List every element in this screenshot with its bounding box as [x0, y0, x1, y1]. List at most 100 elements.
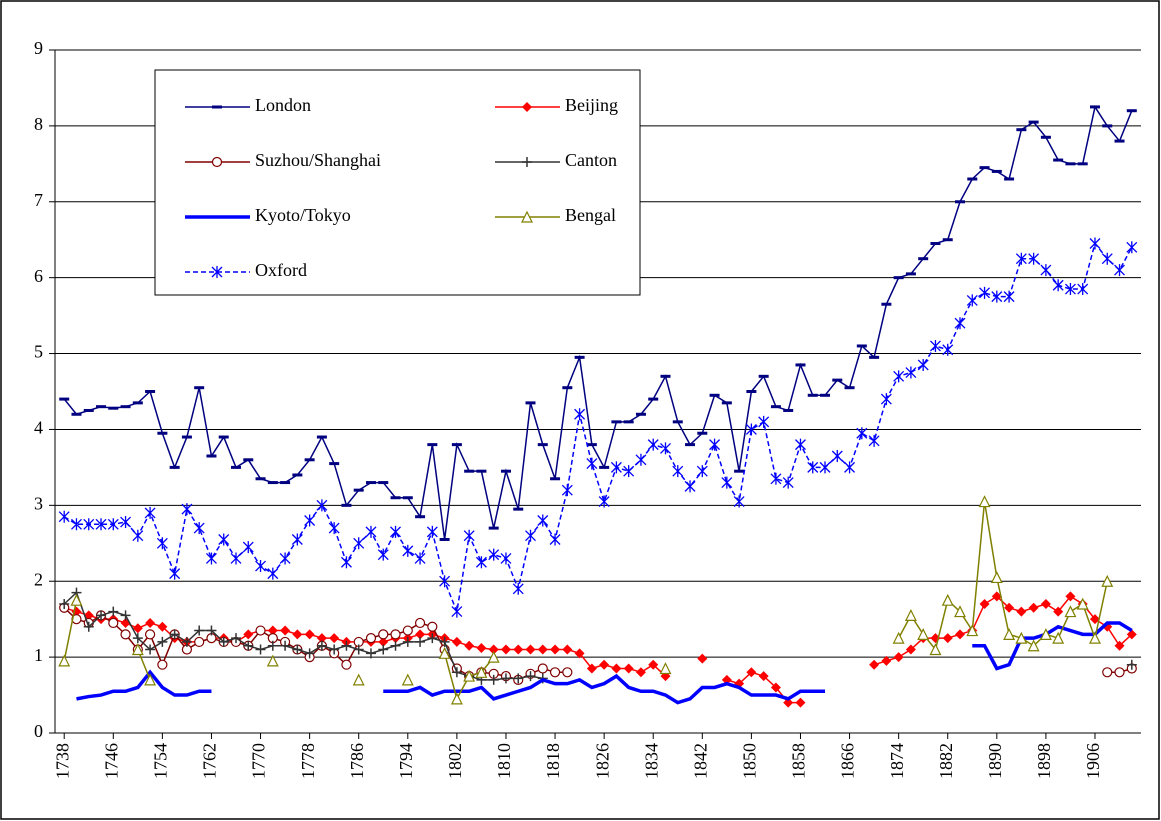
marker-shape [1052, 279, 1064, 292]
marker-shape [550, 644, 561, 655]
marker-shape [1114, 667, 1125, 678]
legend-label: Oxford [255, 260, 307, 280]
marker-shape [243, 640, 254, 651]
marker [304, 648, 315, 659]
marker-shape [1101, 252, 1113, 265]
x-tick-label: 1746 [101, 743, 121, 779]
marker [623, 663, 634, 674]
marker-shape [807, 461, 819, 474]
marker-shape [132, 633, 143, 644]
marker [1016, 606, 1027, 617]
marker [1101, 252, 1113, 265]
marker-shape [512, 582, 524, 595]
marker-shape [562, 667, 573, 678]
marker-shape [463, 669, 476, 682]
marker [120, 617, 131, 628]
marker-shape [893, 370, 905, 383]
marker [1028, 252, 1040, 265]
marker-shape [978, 495, 991, 508]
marker-shape [402, 636, 413, 647]
marker-shape [954, 605, 966, 618]
marker [1126, 659, 1137, 670]
legend-label: Beijing [565, 95, 618, 115]
marker-shape [476, 643, 487, 654]
y-tick-label: 7 [34, 190, 43, 210]
marker-shape [83, 518, 95, 531]
marker [758, 415, 770, 428]
marker-shape [1076, 597, 1089, 610]
marker [267, 625, 278, 636]
marker [169, 629, 180, 640]
marker [402, 636, 413, 647]
marker [525, 671, 536, 682]
marker [1027, 639, 1040, 652]
marker [157, 636, 168, 647]
x-tick-label: 1874 [887, 743, 907, 779]
marker-shape [1089, 631, 1101, 644]
marker [892, 631, 905, 644]
marker [83, 621, 94, 632]
marker-shape [991, 591, 1002, 602]
marker [107, 518, 119, 531]
marker [108, 606, 119, 617]
series-line [76, 621, 1133, 705]
marker [242, 541, 254, 554]
marker-shape [955, 629, 965, 640]
marker-shape [145, 644, 156, 655]
marker-shape [144, 673, 157, 686]
marker [599, 659, 610, 670]
marker-shape [95, 518, 107, 531]
marker [549, 667, 561, 678]
marker [145, 629, 156, 640]
marker [1064, 283, 1076, 296]
marker-shape [659, 662, 672, 675]
marker-shape [426, 525, 438, 538]
marker [917, 358, 929, 371]
marker-shape [58, 510, 70, 523]
marker [1004, 602, 1015, 613]
marker [451, 605, 463, 618]
marker-shape [352, 673, 365, 686]
y-tick-label: 2 [34, 569, 43, 589]
marker-shape [648, 659, 659, 670]
marker [635, 667, 646, 678]
marker [144, 673, 157, 686]
marker [365, 648, 376, 659]
x-tick-label: 1850 [740, 743, 760, 779]
marker-shape [377, 548, 389, 561]
marker [365, 633, 377, 644]
marker [745, 423, 757, 436]
marker [390, 525, 401, 538]
marker [979, 598, 990, 609]
marker-shape [266, 654, 279, 667]
marker-shape [131, 643, 144, 656]
marker-shape [169, 629, 180, 640]
marker-shape [1039, 628, 1052, 640]
marker [955, 629, 965, 640]
marker [1114, 640, 1125, 651]
y-tick-label: 1 [34, 645, 43, 665]
marker-shape [1015, 252, 1027, 265]
x-tick-label: 1802 [445, 743, 465, 779]
x-tick-label: 1794 [396, 743, 416, 779]
marker-shape [451, 605, 463, 618]
marker-shape [120, 629, 131, 640]
marker [807, 461, 819, 474]
marker [414, 552, 426, 565]
y-tick-label: 5 [34, 342, 43, 362]
marker-shape [758, 671, 769, 682]
marker [266, 654, 279, 667]
marker [108, 617, 119, 629]
marker [438, 646, 451, 659]
marker [205, 552, 217, 565]
marker-shape [378, 629, 389, 640]
marker [696, 465, 708, 478]
marker-shape [487, 650, 500, 663]
x-tick-label: 1738 [52, 743, 72, 779]
marker-shape [1126, 629, 1137, 640]
marker-shape [782, 476, 794, 489]
marker-shape [635, 667, 646, 678]
marker-shape [696, 465, 708, 478]
marker [869, 659, 880, 670]
marker [415, 629, 426, 640]
